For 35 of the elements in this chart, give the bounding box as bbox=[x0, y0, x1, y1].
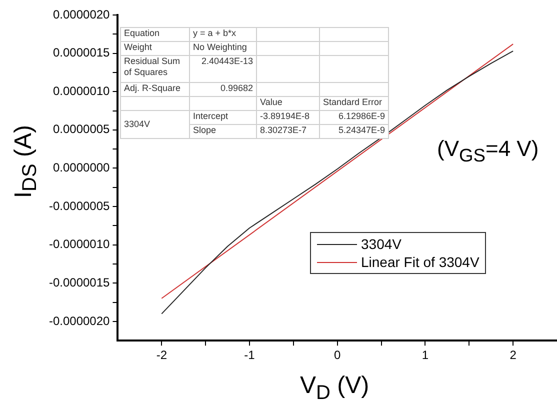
legend-label: 3304V bbox=[361, 236, 402, 252]
annotation: y = a + b*x bbox=[190, 28, 256, 42]
annotation: 2.40443E-13 bbox=[190, 56, 256, 82]
annotation: 3304V bbox=[120, 110, 190, 138]
annotation: Residual Sum of Squares bbox=[120, 56, 190, 82]
annotation: Slope bbox=[190, 124, 256, 138]
annotation: Adj. R-Square bbox=[120, 82, 190, 96]
x-tick-label: 2 bbox=[510, 348, 517, 362]
y-tick-label: -0.0000015 bbox=[48, 275, 110, 290]
y-tick-label: -0.0000010 bbox=[48, 237, 110, 252]
x-tick-label: 0 bbox=[334, 348, 342, 362]
annotation: Equation bbox=[120, 28, 190, 42]
annotation: Value bbox=[256, 96, 320, 110]
x-axis-title: V$_{D}$ (V) bbox=[300, 372, 370, 405]
annotation: 0.99682 bbox=[190, 82, 256, 96]
x-tick-label: -1 bbox=[244, 348, 256, 362]
x-tick-label: -2 bbox=[156, 348, 168, 362]
annotation: Weight bbox=[120, 42, 190, 56]
y-tick-label: 0.0000010 bbox=[52, 84, 110, 98]
legend-label: Linear Fit of 3304V bbox=[361, 254, 480, 270]
y-tick-label: -0.0000020 bbox=[48, 314, 110, 328]
annotation: Standard Error bbox=[320, 96, 388, 110]
y-tick-label: 0.0000000 bbox=[52, 160, 110, 175]
y-tick-label: 0.0000005 bbox=[52, 122, 110, 136]
y-tick-label: -0.0000005 bbox=[48, 198, 110, 213]
annotation: Intercept bbox=[190, 110, 256, 124]
y-tick-label: 0.0000020 bbox=[52, 7, 110, 22]
annotation: 5.24347E-9 bbox=[320, 124, 388, 138]
annotation: 6.12986E-9 bbox=[320, 110, 388, 124]
y-tick-label: 0.0000015 bbox=[52, 46, 110, 60]
annotation: -3.89194E-8 bbox=[256, 110, 320, 124]
annotation: No Weighting bbox=[190, 42, 256, 56]
annotation: (V$_{GS}$=4 V) bbox=[437, 136, 539, 166]
annotation: 8.30273E-7 bbox=[256, 124, 320, 138]
x-tick-label: 1 bbox=[422, 348, 429, 362]
